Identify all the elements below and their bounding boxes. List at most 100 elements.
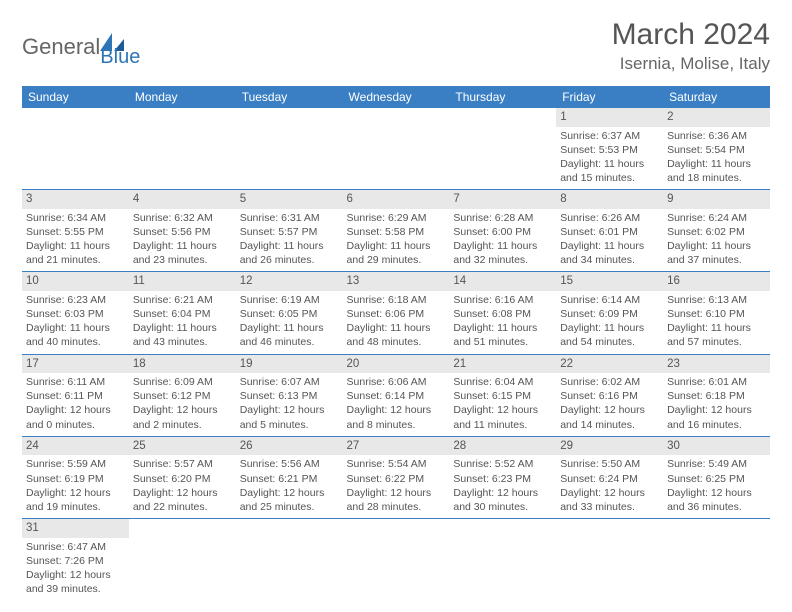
weekday-header: Sunday bbox=[22, 86, 129, 108]
day-cell: 5Sunrise: 6:31 AMSunset: 5:57 PMDaylight… bbox=[236, 190, 343, 272]
day-number: 5 bbox=[236, 190, 343, 209]
daylight-text: and 48 minutes. bbox=[347, 335, 446, 349]
sunset-text: Sunset: 6:03 PM bbox=[26, 307, 125, 321]
day-number: 6 bbox=[343, 190, 450, 209]
day-number: 1 bbox=[556, 108, 663, 127]
daylight-text: Daylight: 11 hours bbox=[667, 157, 766, 171]
daylight-text: Daylight: 12 hours bbox=[26, 486, 125, 500]
day-number: 8 bbox=[556, 190, 663, 209]
logo-text-gray: General bbox=[22, 34, 100, 60]
day-cell: 23Sunrise: 6:01 AMSunset: 6:18 PMDayligh… bbox=[663, 354, 770, 436]
daylight-text: and 25 minutes. bbox=[240, 500, 339, 514]
sunrise-text: Sunrise: 6:47 AM bbox=[26, 540, 125, 554]
daylight-text: and 51 minutes. bbox=[453, 335, 552, 349]
day-cell: 2Sunrise: 6:36 AMSunset: 5:54 PMDaylight… bbox=[663, 108, 770, 190]
day-cell: 18Sunrise: 6:09 AMSunset: 6:12 PMDayligh… bbox=[129, 354, 236, 436]
day-number: 19 bbox=[236, 355, 343, 374]
day-cell: 8Sunrise: 6:26 AMSunset: 6:01 PMDaylight… bbox=[556, 190, 663, 272]
sunset-text: Sunset: 6:06 PM bbox=[347, 307, 446, 321]
daylight-text: Daylight: 11 hours bbox=[560, 239, 659, 253]
daylight-text: and 22 minutes. bbox=[133, 500, 232, 514]
day-cell: 22Sunrise: 6:02 AMSunset: 6:16 PMDayligh… bbox=[556, 354, 663, 436]
day-cell: 9Sunrise: 6:24 AMSunset: 6:02 PMDaylight… bbox=[663, 190, 770, 272]
empty-cell bbox=[236, 108, 343, 190]
sunrise-text: Sunrise: 6:37 AM bbox=[560, 129, 659, 143]
day-cell: 26Sunrise: 5:56 AMSunset: 6:21 PMDayligh… bbox=[236, 436, 343, 518]
daylight-text: Daylight: 11 hours bbox=[240, 239, 339, 253]
sunrise-text: Sunrise: 6:06 AM bbox=[347, 375, 446, 389]
sunrise-text: Sunrise: 6:32 AM bbox=[133, 211, 232, 225]
day-cell: 4Sunrise: 6:32 AMSunset: 5:56 PMDaylight… bbox=[129, 190, 236, 272]
sunset-text: Sunset: 6:21 PM bbox=[240, 472, 339, 486]
empty-cell bbox=[449, 108, 556, 190]
day-cell: 6Sunrise: 6:29 AMSunset: 5:58 PMDaylight… bbox=[343, 190, 450, 272]
daylight-text: Daylight: 12 hours bbox=[453, 403, 552, 417]
daylight-text: and 2 minutes. bbox=[133, 418, 232, 432]
day-cell: 17Sunrise: 6:11 AMSunset: 6:11 PMDayligh… bbox=[22, 354, 129, 436]
day-number: 23 bbox=[663, 355, 770, 374]
daylight-text: and 33 minutes. bbox=[560, 500, 659, 514]
sunset-text: Sunset: 6:23 PM bbox=[453, 472, 552, 486]
sunset-text: Sunset: 6:05 PM bbox=[240, 307, 339, 321]
sunset-text: Sunset: 6:13 PM bbox=[240, 389, 339, 403]
sunset-text: Sunset: 6:20 PM bbox=[133, 472, 232, 486]
empty-cell bbox=[556, 519, 663, 601]
day-number: 16 bbox=[663, 272, 770, 291]
sunrise-text: Sunrise: 6:28 AM bbox=[453, 211, 552, 225]
daylight-text: and 19 minutes. bbox=[26, 500, 125, 514]
sunset-text: Sunset: 6:19 PM bbox=[26, 472, 125, 486]
sunset-text: Sunset: 6:15 PM bbox=[453, 389, 552, 403]
day-cell: 3Sunrise: 6:34 AMSunset: 5:55 PMDaylight… bbox=[22, 190, 129, 272]
day-number: 10 bbox=[22, 272, 129, 291]
empty-cell bbox=[343, 108, 450, 190]
day-cell: 20Sunrise: 6:06 AMSunset: 6:14 PMDayligh… bbox=[343, 354, 450, 436]
sunrise-text: Sunrise: 5:50 AM bbox=[560, 457, 659, 471]
day-number: 17 bbox=[22, 355, 129, 374]
day-number: 18 bbox=[129, 355, 236, 374]
day-number: 15 bbox=[556, 272, 663, 291]
daylight-text: Daylight: 12 hours bbox=[240, 486, 339, 500]
sunrise-text: Sunrise: 6:07 AM bbox=[240, 375, 339, 389]
daylight-text: Daylight: 12 hours bbox=[133, 486, 232, 500]
day-cell: 10Sunrise: 6:23 AMSunset: 6:03 PMDayligh… bbox=[22, 272, 129, 354]
sunset-text: Sunset: 6:00 PM bbox=[453, 225, 552, 239]
day-cell: 13Sunrise: 6:18 AMSunset: 6:06 PMDayligh… bbox=[343, 272, 450, 354]
sunset-text: Sunset: 6:24 PM bbox=[560, 472, 659, 486]
sunrise-text: Sunrise: 6:24 AM bbox=[667, 211, 766, 225]
header: General Blue March 2024 Isernia, Molise,… bbox=[22, 18, 770, 74]
daylight-text: and 21 minutes. bbox=[26, 253, 125, 267]
daylight-text: and 0 minutes. bbox=[26, 418, 125, 432]
sunrise-text: Sunrise: 6:02 AM bbox=[560, 375, 659, 389]
day-number: 3 bbox=[22, 190, 129, 209]
day-cell: 7Sunrise: 6:28 AMSunset: 6:00 PMDaylight… bbox=[449, 190, 556, 272]
day-cell: 19Sunrise: 6:07 AMSunset: 6:13 PMDayligh… bbox=[236, 354, 343, 436]
empty-cell bbox=[343, 519, 450, 601]
day-cell: 11Sunrise: 6:21 AMSunset: 6:04 PMDayligh… bbox=[129, 272, 236, 354]
daylight-text: and 23 minutes. bbox=[133, 253, 232, 267]
sunrise-text: Sunrise: 6:18 AM bbox=[347, 293, 446, 307]
daylight-text: and 43 minutes. bbox=[133, 335, 232, 349]
empty-cell bbox=[236, 519, 343, 601]
sunset-text: Sunset: 6:14 PM bbox=[347, 389, 446, 403]
calendar-row: 17Sunrise: 6:11 AMSunset: 6:11 PMDayligh… bbox=[22, 354, 770, 436]
empty-cell bbox=[449, 519, 556, 601]
weekday-header-row: Sunday Monday Tuesday Wednesday Thursday… bbox=[22, 86, 770, 108]
daylight-text: Daylight: 12 hours bbox=[347, 403, 446, 417]
sunset-text: Sunset: 5:54 PM bbox=[667, 143, 766, 157]
sunrise-text: Sunrise: 6:34 AM bbox=[26, 211, 125, 225]
daylight-text: and 16 minutes. bbox=[667, 418, 766, 432]
day-number: 20 bbox=[343, 355, 450, 374]
day-cell: 25Sunrise: 5:57 AMSunset: 6:20 PMDayligh… bbox=[129, 436, 236, 518]
day-cell: 15Sunrise: 6:14 AMSunset: 6:09 PMDayligh… bbox=[556, 272, 663, 354]
day-number: 29 bbox=[556, 437, 663, 456]
weekday-header: Friday bbox=[556, 86, 663, 108]
sunrise-text: Sunrise: 5:52 AM bbox=[453, 457, 552, 471]
sunset-text: Sunset: 6:22 PM bbox=[347, 472, 446, 486]
sunrise-text: Sunrise: 5:49 AM bbox=[667, 457, 766, 471]
month-title: March 2024 bbox=[612, 18, 770, 52]
sunrise-text: Sunrise: 6:01 AM bbox=[667, 375, 766, 389]
sunset-text: Sunset: 6:09 PM bbox=[560, 307, 659, 321]
daylight-text: Daylight: 12 hours bbox=[133, 403, 232, 417]
weekday-header: Tuesday bbox=[236, 86, 343, 108]
day-cell: 14Sunrise: 6:16 AMSunset: 6:08 PMDayligh… bbox=[449, 272, 556, 354]
